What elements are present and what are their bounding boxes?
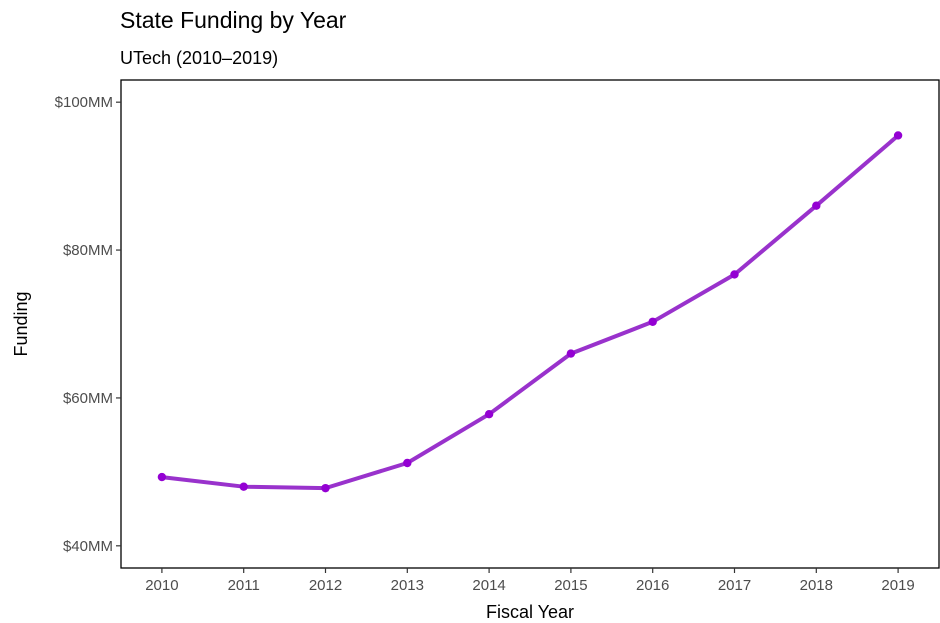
- x-tick-label: 2017: [718, 577, 751, 594]
- data-point: [321, 483, 330, 493]
- series-line: [159, 133, 901, 491]
- x-tick-label: 2014: [472, 577, 505, 594]
- x-tick-label: 2012: [309, 577, 342, 594]
- y-axis-title: Funding: [11, 291, 31, 356]
- y-tick-label: $100MM: [55, 94, 113, 111]
- chart-title: State Funding by Year: [120, 7, 347, 33]
- x-tick-label: 2016: [636, 577, 669, 594]
- data-points: [157, 131, 903, 493]
- data-point: [730, 270, 739, 279]
- chart-subtitle: UTech (2010–2019): [120, 48, 278, 68]
- x-tick-label: 2013: [391, 577, 424, 594]
- x-tick-label: 2019: [881, 577, 914, 594]
- data-point: [157, 472, 167, 482]
- x-axis: 2010 2011 2012 2013 2014 2015 2016 2017 2018 2019: [145, 568, 915, 594]
- data-point: [893, 131, 903, 140]
- y-tick-label: $60MM: [63, 390, 113, 407]
- y-tick-label: $40MM: [63, 538, 113, 555]
- x-tick-label: 2011: [228, 577, 260, 594]
- data-point: [648, 317, 657, 326]
- x-axis-title: Fiscal Year: [486, 602, 574, 622]
- x-tick-label: 2018: [800, 577, 833, 594]
- y-tick-label: $80MM: [63, 242, 113, 259]
- data-point: [566, 349, 576, 358]
- data-point: [239, 482, 248, 491]
- x-tick-label: 2010: [145, 577, 178, 594]
- x-tick-label: 2015: [554, 577, 587, 594]
- data-point: [403, 458, 412, 468]
- data-point: [484, 410, 494, 419]
- plot-panel: [120, 79, 940, 569]
- data-point: [812, 201, 821, 210]
- y-axis: $40MM $60MM $80MM $100MM: [55, 94, 121, 555]
